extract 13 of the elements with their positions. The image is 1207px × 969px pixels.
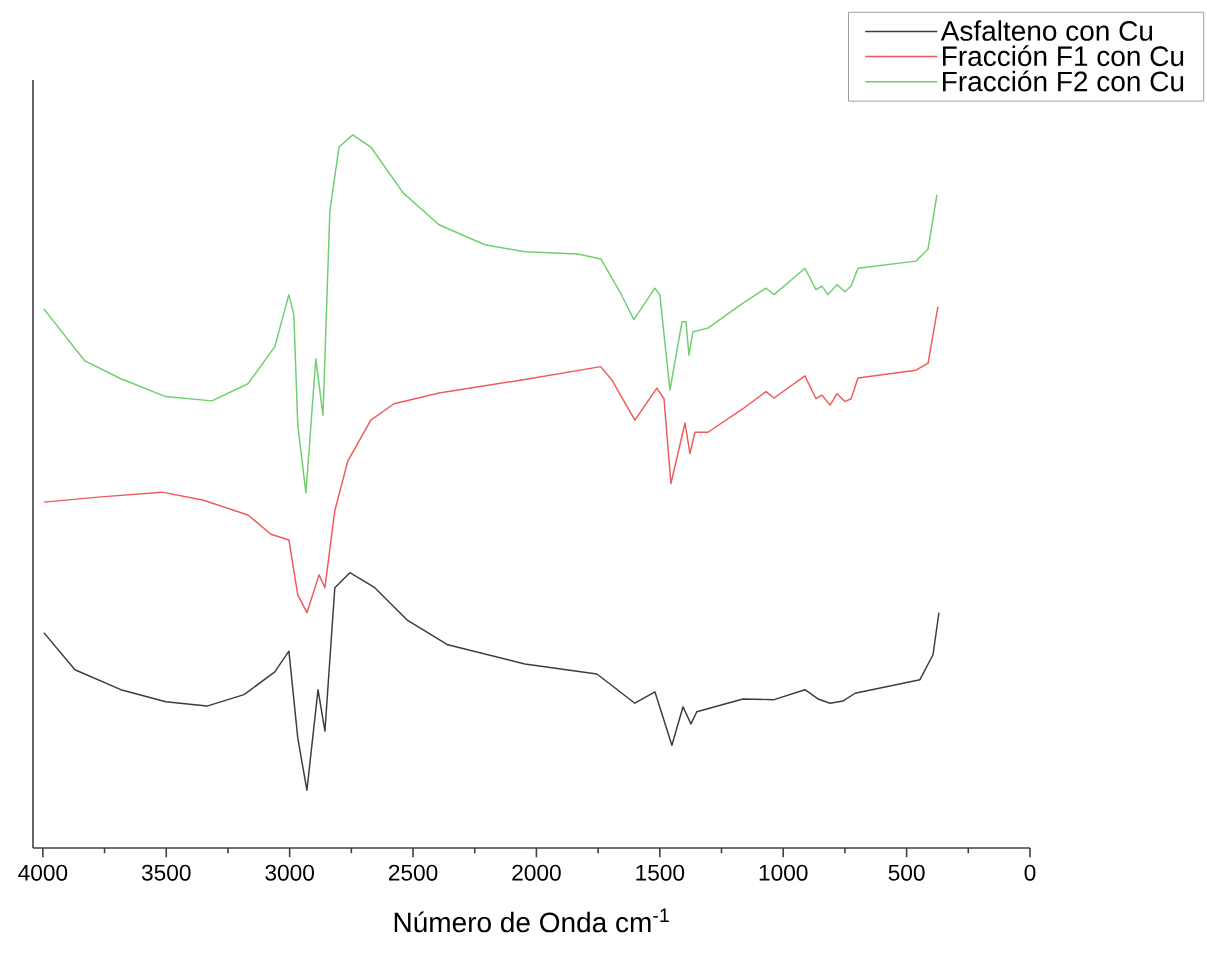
legend-label: Fracción F1 con Cu	[943, 45, 1184, 67]
x-tick-label: 0	[1024, 864, 1036, 881]
x-axis-title: Número de Onda cm$^{-1}$	[394, 908, 669, 933]
x-tick-label: 4000	[18, 864, 68, 881]
x-tick-label: 2000	[512, 864, 561, 881]
x-tick-label: 3500	[141, 864, 191, 881]
x-tick-label: 500	[888, 864, 925, 881]
x-tick-label: 1000	[759, 864, 808, 881]
x-tick-label: 1500	[636, 864, 685, 881]
x-tick-label: 3000	[265, 864, 314, 881]
x-tick-label: 2500	[388, 864, 438, 881]
legend-label: Fracción F2 con Cu	[943, 70, 1184, 92]
legend-label: Asfalteno con Cu	[940, 20, 1153, 41]
